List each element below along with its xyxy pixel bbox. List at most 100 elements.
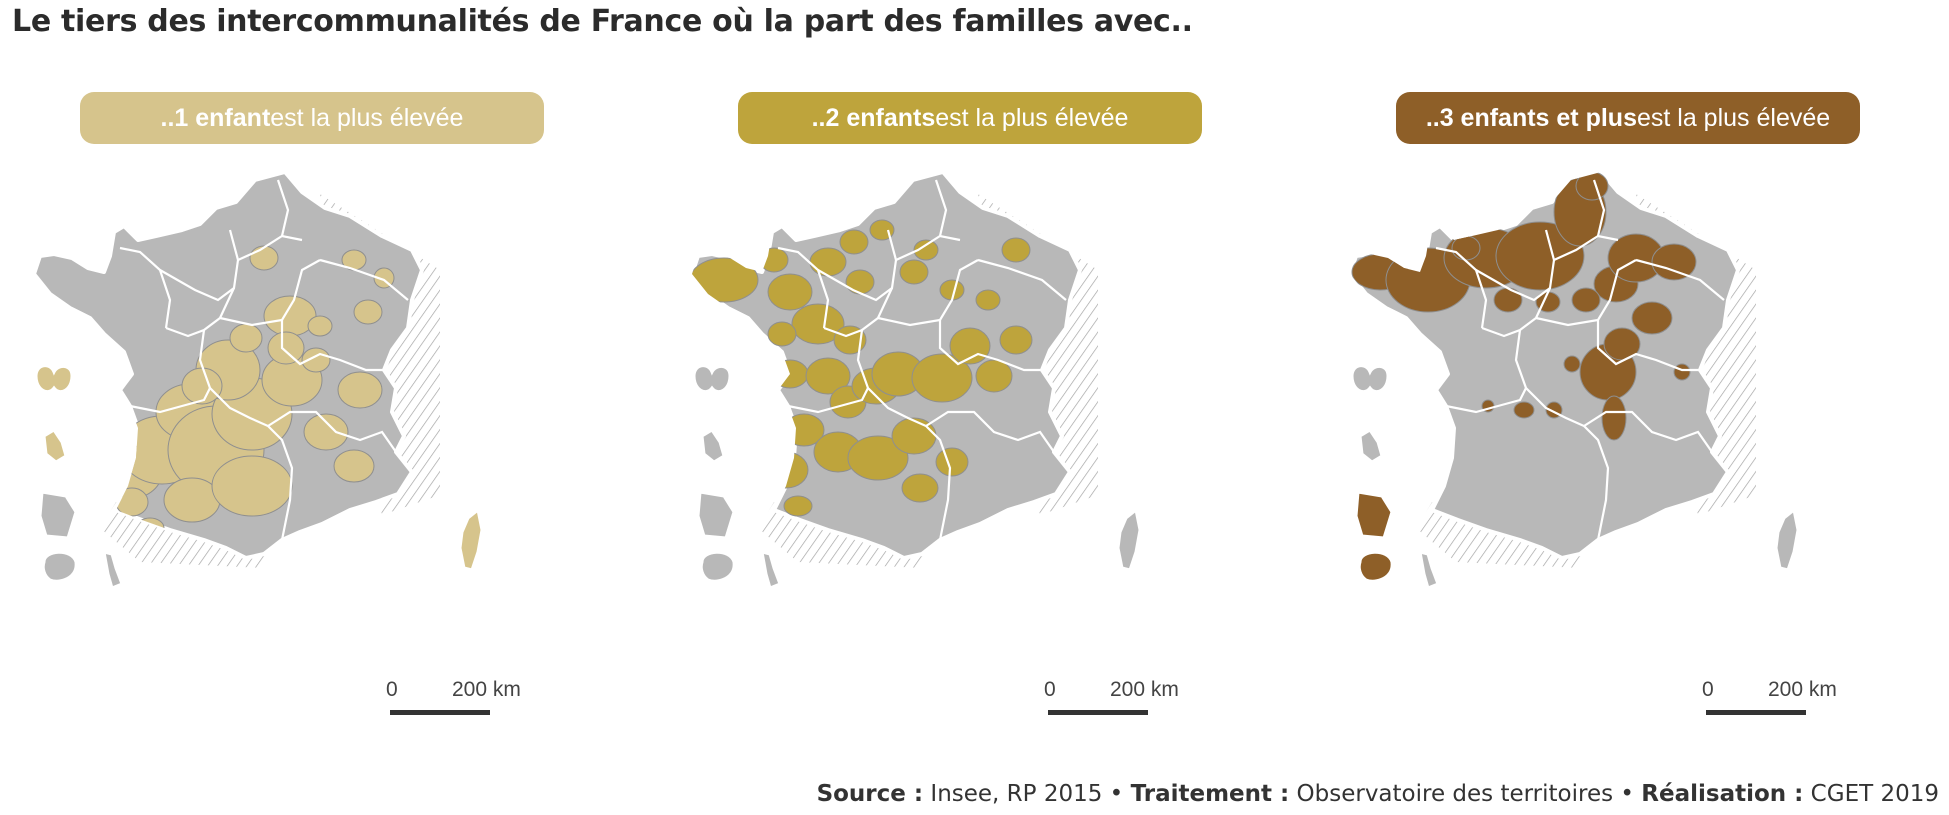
region-border <box>129 387 211 414</box>
region-border <box>1583 410 1713 453</box>
pill-bold: ..3 enfants et plus <box>1425 103 1637 132</box>
map-panel-three-plus: ..3 enfants et plus est la plus élevée 0… <box>1336 92 1949 752</box>
pill-text: est la plus élevée <box>935 103 1129 132</box>
intercommunality-area <box>839 229 869 255</box>
scale-km-label: 200 km <box>1110 678 1179 701</box>
intercommunality-area <box>935 447 969 477</box>
intercommunality-area <box>767 273 813 311</box>
region-border <box>977 258 1067 301</box>
intercommunality-area <box>975 359 1013 393</box>
intercommunality-area <box>999 325 1033 355</box>
source-label: Source : <box>816 781 924 807</box>
processing-label: Traitement : <box>1130 781 1290 807</box>
pill-text: est la plus élevée <box>1636 103 1831 132</box>
intercommunality-area <box>1575 172 1609 201</box>
france-map-one-child <box>32 170 484 591</box>
intercommunality-area <box>1563 355 1581 373</box>
pill-bold: ..2 enfants <box>811 103 936 132</box>
intercommunality-area <box>911 353 973 403</box>
intercommunality-area <box>115 487 149 517</box>
region-border <box>276 179 290 237</box>
reunion-inset <box>699 550 736 583</box>
mayotte-inset <box>760 549 782 591</box>
intercommunality-area <box>1673 363 1691 381</box>
intercommunality-area <box>1651 243 1697 281</box>
guyane-inset <box>38 490 78 540</box>
scale-bar <box>1048 710 1148 715</box>
region-border <box>925 410 1055 453</box>
intercommunality-area <box>1495 221 1585 291</box>
source-value: Insee, RP 2015 • <box>923 781 1131 807</box>
intercommunality-area <box>229 323 263 353</box>
region-border <box>787 387 869 414</box>
corsica <box>458 507 484 572</box>
intercommunality-area <box>901 473 939 503</box>
legend-pill-two-children: ..2 enfants est la plus élevée <box>738 92 1202 144</box>
region-border <box>877 259 979 327</box>
region-border <box>938 320 1042 372</box>
region-border <box>280 320 384 372</box>
region-border <box>267 410 397 453</box>
mayotte-inset <box>1418 549 1440 591</box>
highlighted-intercommunalities <box>1351 172 1697 441</box>
intercommunality-area <box>692 257 759 303</box>
scale-zero-label: 0 <box>1702 678 1714 701</box>
region-border <box>934 179 948 237</box>
region-border <box>319 258 409 301</box>
highlighted-intercommunalities <box>692 219 1033 517</box>
intercommunality-area <box>975 289 1001 311</box>
intercommunality-area <box>767 321 797 347</box>
region-border <box>895 234 961 262</box>
region-border <box>1445 387 1527 414</box>
legend-pill-one-child: ..1 enfant est la plus élevée <box>80 92 544 144</box>
intercommunality-area <box>303 413 349 451</box>
intercommunality-area <box>783 495 813 517</box>
region-border <box>1592 179 1606 237</box>
scale-km-label: 200 km <box>452 678 521 701</box>
region-border <box>1535 259 1637 327</box>
intercommunality-area <box>1001 237 1031 263</box>
scale-bar <box>1706 710 1806 715</box>
production-label: Réalisation : <box>1641 781 1804 807</box>
scale-zero-label: 0 <box>1044 678 1056 701</box>
region-border <box>1475 229 1556 302</box>
intercommunality-area <box>791 303 845 345</box>
guadeloupe-inset <box>34 364 74 393</box>
martinique-inset <box>1358 427 1384 464</box>
guadeloupe-inset <box>1350 364 1390 393</box>
intercommunality-area <box>1451 235 1481 261</box>
intercommunality-area <box>1631 301 1673 335</box>
intercommunality-area <box>263 295 317 337</box>
scale-km-label: 200 km <box>1768 678 1837 701</box>
martinique-inset <box>700 427 726 464</box>
intercommunality-area <box>809 247 847 277</box>
intercommunality-area <box>307 315 333 337</box>
intercommunality-area <box>333 449 375 483</box>
region-border <box>159 229 240 302</box>
reunion-inset <box>1357 550 1394 583</box>
scale-bar <box>390 710 490 715</box>
intercommunality-area <box>267 331 305 365</box>
intercommunality-area <box>1513 401 1535 419</box>
region-border <box>1514 329 1610 541</box>
scale-zero-label: 0 <box>386 678 398 701</box>
intercommunality-area <box>337 371 383 409</box>
processing-value: Observatoire des territoires • <box>1289 781 1642 807</box>
guyane-inset <box>696 490 736 540</box>
credits-line: Source : Insee, RP 2015 • Traitement : O… <box>817 781 1939 807</box>
intercommunality-area <box>833 325 867 355</box>
guadeloupe-inset <box>692 364 732 393</box>
region-border <box>198 329 294 541</box>
intercommunality-area <box>913 239 939 261</box>
intercommunality-area <box>869 219 895 241</box>
intercommunality-area <box>751 407 781 433</box>
mayotte-inset <box>102 549 124 591</box>
corsica <box>1774 507 1800 572</box>
intercommunality-area <box>1601 395 1627 441</box>
region-border <box>1635 258 1725 301</box>
corsica <box>1116 507 1142 572</box>
guyane-inset <box>1354 490 1394 540</box>
highlighted-intercommunalities <box>101 245 395 539</box>
intercommunality-area <box>805 357 851 395</box>
pill-text: est la plus élevée <box>270 103 464 132</box>
